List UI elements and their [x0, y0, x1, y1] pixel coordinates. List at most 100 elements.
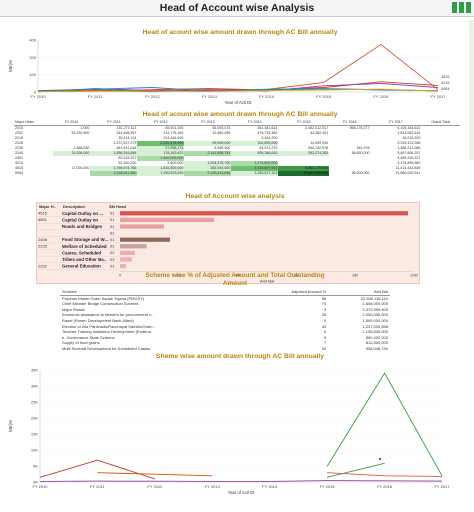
y-tick-label: 10K [31, 448, 38, 453]
column-header[interactable]: Scheme [60, 289, 252, 296]
table-row[interactable]: Multi Sectoral Development for Scheduled… [60, 346, 390, 352]
table-cell: 1,813,062,615 [397, 131, 421, 135]
x-tick-label: 4M [235, 273, 240, 277]
table-cell: 9,339,413,268 [397, 141, 421, 145]
table-cell: 344,498,957 [116, 131, 137, 135]
table-cell: 58,650,000 [351, 151, 370, 155]
data-point-marker [378, 457, 382, 461]
table-row[interactable]: 2225 2,472,537,079 4,510,478,990 99,695,000… [14, 141, 460, 146]
x-tick-label: 6M [294, 273, 299, 277]
table-cell: 34,230,500 [71, 131, 90, 135]
column-header[interactable]: FY 2010 [52, 120, 91, 126]
description-label: Capital Outlay on ... [62, 211, 103, 216]
table-cell: 2,472,537,079 [113, 141, 137, 145]
column-header[interactable]: FY 2014 [231, 120, 279, 126]
table-header-row: Major Head FY 2010 FY 2011 FY 2012 FY 2013 FY… [14, 120, 460, 126]
table-cell: 43 [321, 323, 327, 329]
table-cell: 2,141,908,741 [184, 151, 232, 156]
sm-head-label: 01 [110, 244, 115, 249]
table-cell: 1,000 [80, 126, 90, 130]
table-row[interactable]: Chief Minister Bridge Construction Schem… [60, 301, 390, 307]
table-cell: 361,381,614 [257, 126, 278, 130]
table2-title-line2: Amount [222, 280, 248, 287]
table-row[interactable]: Pradhan Mantri Gram Sadak Yojana (PMGSY)… [60, 295, 390, 301]
table-row[interactable]: 2235 1,386,530 461,441,018 27,996,174 6,465,… [14, 146, 460, 151]
table-cell: 2202 [15, 131, 23, 135]
description-label: Capital Outlay on [62, 217, 98, 222]
table-row[interactable]: Supply of food grains 7 812,500,000 [60, 340, 390, 346]
x-tick-label: 8M [353, 273, 358, 277]
table-row[interactable]: Election of Zila Parishads/Panchayat Sam… [60, 324, 390, 330]
table-row[interactable]: Rasef (Rosen Development Bank Aided) 0 1,5… [60, 318, 390, 324]
column-header[interactable]: FY 2016 [329, 120, 371, 126]
table-row[interactable]: Teacher Training Institution Development… [60, 329, 390, 335]
series-line-1 [39, 459, 156, 480]
table2-title-line1: Scheme wise % of Adjusted Amount and Tot… [145, 272, 325, 279]
table-row[interactable]: 2401 89,315,327 1,400,000,000 4,489,315,327 [14, 156, 460, 161]
column-header[interactable]: Adjusted Amount % [251, 289, 329, 296]
table-cell: 5,467,808,207 [397, 151, 421, 155]
table-row[interactable]: 2202 34,230,500 344,498,957 214,776,160 32,6… [14, 131, 460, 136]
table-cell: 4515 [15, 166, 23, 170]
column-header[interactable]: FY 2015 [278, 120, 330, 126]
x-tick-label: FY 2012 [147, 484, 163, 489]
y-tick-label: 20K [31, 416, 38, 421]
table-cell: 56 [321, 295, 327, 301]
table-cell: 64,913,270 [259, 146, 278, 150]
table-row[interactable]: 4210 92,320,200 3,600,000 1,504,475,760 2,17… [14, 161, 460, 166]
table-row[interactable]: 4515 17,000,000 1,796,574,766 1,816,409,000… [14, 166, 460, 171]
column-header[interactable]: FY 2017 [370, 120, 422, 126]
column-header[interactable]: FY 2011 [90, 120, 138, 126]
table-cell: 11,414,442,846 [395, 166, 421, 170]
y-tick-label: 0K [33, 480, 38, 485]
toolbar-marker-icon[interactable] [452, 2, 457, 13]
column-header[interactable]: Amt Bal [328, 289, 390, 296]
table-cell: 2,808,000,000 [362, 301, 388, 307]
table-cell: 3,600,000 [167, 161, 184, 165]
toolbar-marker-icon[interactable] [459, 2, 464, 13]
column-header[interactable]: FY 2013 [184, 120, 232, 126]
table-cell: 16,015,200 [402, 136, 421, 140]
table-cell: Supply of food grains [62, 340, 100, 346]
end-label: 4515 [441, 75, 449, 79]
table-row[interactable]: 2245 79,208,000 1,656,293,895 178,163,623 2,… [14, 151, 460, 156]
y-tick-label: 0 [34, 90, 37, 95]
table-cell: 92,320,200 [118, 161, 137, 165]
column-header[interactable]: FY 2012 [137, 120, 185, 126]
table-cell: e- Governance State Scheme [62, 334, 115, 340]
table-row[interactable]: Major Roads 3 2,470,999,400 [60, 307, 390, 313]
table-cell: 3 [324, 306, 327, 312]
table-cell: Rasef (Rosen Development Bank Aided) [62, 317, 134, 323]
table-cell: 99,000,000 [351, 171, 370, 175]
table-cell: 0 [324, 317, 327, 323]
x-tick-label: FY 2010 [32, 484, 48, 489]
table-row[interactable]: 2015 1,000 151,271,113 85,001,100 55,093,475… [14, 126, 460, 132]
x-axis-label: Amt Bal [260, 278, 274, 283]
series-line-3 [326, 462, 385, 478]
table-row[interactable]: Economic assistance to farmers for procu… [60, 312, 390, 318]
table-row[interactable]: 2216 50,114,124 214,446,400 9,444,200 16,015… [14, 136, 460, 141]
table-header-row: Scheme Adjusted Amount % Amt Bal [60, 289, 390, 296]
table-cell: 354,742,976 [308, 146, 329, 150]
side-panel [469, 20, 474, 160]
table-cell: 2245 [15, 151, 23, 155]
table-cell: 2401 [15, 156, 23, 160]
x-tick-label: FY 2012 [145, 94, 161, 99]
table-cell: 79,208,000 [52, 151, 91, 156]
table-cell: 31,660,002,941 [395, 171, 421, 175]
table-row[interactable]: e- Governance State Scheme 9 890,492,200 [60, 335, 390, 341]
description-label: Food Storage and W... [62, 237, 108, 242]
table-cell: 0 [324, 329, 327, 335]
table-cell: 1,816,409,000 [137, 166, 185, 171]
table-row[interactable]: 5054 3,448,811,880 1,290,823,830 2,130,413,… [14, 171, 460, 176]
table-cell: 1,386,530 [73, 146, 90, 150]
table-cell: 1,290,823,830 [137, 171, 185, 176]
x-tick-label: FY 2013 [205, 484, 221, 489]
column-header[interactable]: Grand Total [421, 120, 460, 126]
table-cell: Multi Sectoral Development for Scheduled… [62, 345, 151, 351]
table-cell: 85,001,100 [165, 126, 184, 130]
table-cell: 393,274,263 [278, 151, 330, 156]
y-tick-label: 100 [29, 72, 36, 77]
toolbar-marker-icon[interactable] [466, 2, 471, 13]
column-header[interactable]: Major Head [14, 120, 53, 126]
